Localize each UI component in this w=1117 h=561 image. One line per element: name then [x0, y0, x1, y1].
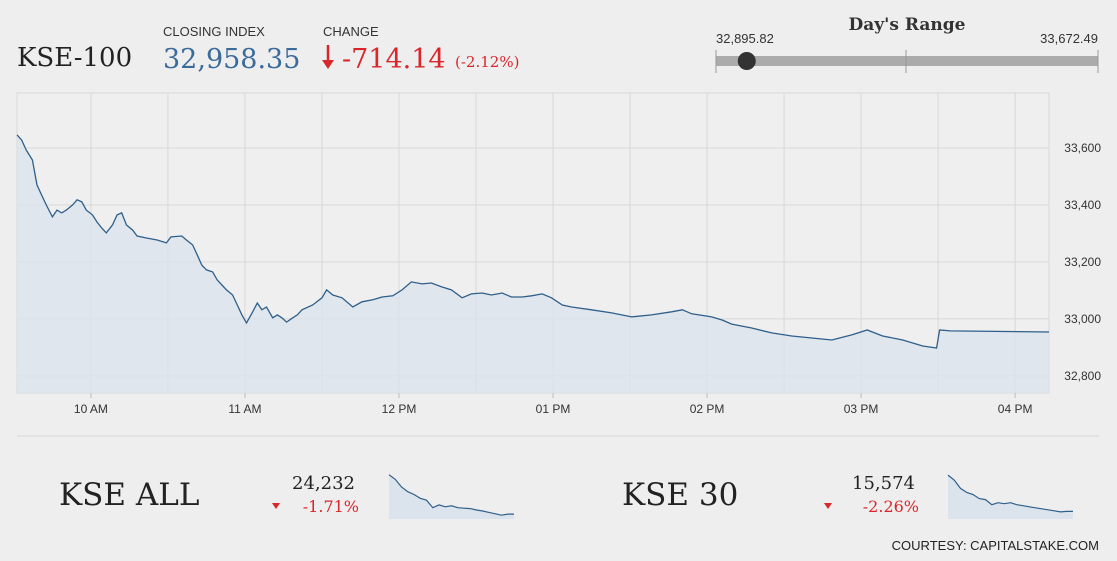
down-arrow — [322, 45, 334, 69]
y-tick-label: 33,600 — [1064, 141, 1101, 155]
x-tick-label: 11 AM — [228, 402, 261, 416]
y-tick-label: 32,800 — [1064, 369, 1101, 383]
x-tick-label: 01 PM — [536, 402, 571, 416]
sub-index-change: -2.26% — [863, 497, 919, 516]
range-bar — [716, 56, 1098, 66]
footer: COURTESY: CAPITALSTAKE.COM — [892, 538, 1099, 553]
closing-index: 32,958.35 — [163, 44, 300, 75]
x-tick-label: 02 PM — [690, 402, 725, 416]
sub-index-change: -1.71% — [303, 497, 359, 516]
sparkline — [388, 474, 514, 516]
range-high: 33,672.49 — [1040, 31, 1098, 46]
x-tick-label: 04 PM — [998, 402, 1033, 416]
sub-index-value: 15,574 — [852, 473, 915, 494]
sub-index-name: KSE ALL — [59, 477, 199, 513]
x-tick-label: 10 AM — [74, 402, 108, 416]
change: -714.14 — [342, 44, 446, 75]
y-tick-label: 33,000 — [1064, 312, 1101, 326]
sub-index-name: KSE 30 — [622, 477, 738, 513]
y-tick-label: 33,200 — [1064, 255, 1101, 269]
range-low: 32,895.82 — [716, 31, 774, 46]
range-marker — [737, 52, 756, 70]
change-pct: (-2.12%) — [455, 53, 519, 71]
index-name: KSE-100 — [17, 43, 132, 73]
sparkline-area — [389, 474, 514, 519]
x-tick-label: 12 PM — [382, 402, 417, 416]
down-icon — [272, 503, 280, 509]
change-label: CHANGE — [323, 24, 379, 39]
range-title: Day's Range — [849, 15, 966, 35]
y-tick-label: 33,400 — [1064, 198, 1101, 212]
closing-label: CLOSING INDEX — [163, 24, 265, 39]
sparkline — [947, 474, 1073, 513]
line — [16, 134, 1050, 349]
area — [17, 134, 1049, 393]
sparkline-area — [948, 475, 1073, 519]
down-icon — [824, 503, 832, 509]
x-tick-label: 03 PM — [844, 402, 879, 416]
sub-index-value: 24,232 — [292, 473, 355, 494]
